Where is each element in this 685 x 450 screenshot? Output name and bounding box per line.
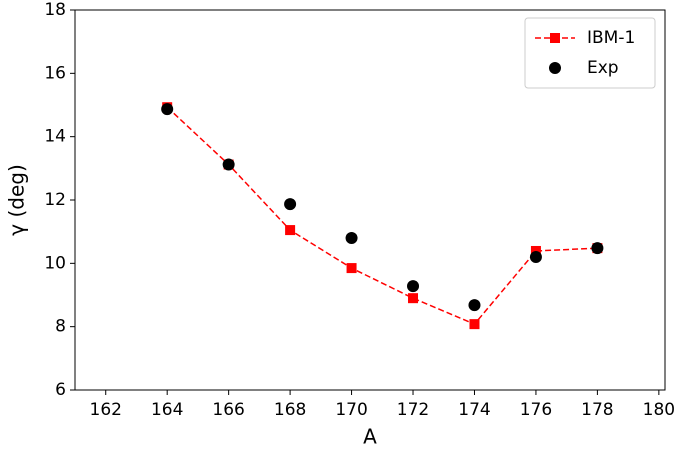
- y-tick-label: 16: [44, 63, 66, 83]
- data-point: [161, 103, 174, 116]
- plot-frame: [74, 9, 666, 391]
- data-point: [345, 232, 358, 244]
- x-tick-label: 180: [643, 400, 675, 420]
- data-point: [222, 158, 235, 171]
- x-tick-label: 170: [335, 400, 367, 420]
- legend-marker: [549, 62, 561, 74]
- data-point: [591, 242, 604, 255]
- legend-marker: [550, 33, 560, 43]
- x-tick-label: 168: [274, 400, 306, 420]
- data-point: [284, 198, 297, 211]
- legend-label: IBM-1: [587, 28, 635, 48]
- data-point: [285, 225, 296, 236]
- y-tick-label: 12: [44, 190, 66, 210]
- data-point: [530, 245, 541, 256]
- data-point: [469, 319, 480, 330]
- series-line: [166, 106, 598, 326]
- y-tick-label: 14: [44, 127, 66, 147]
- data-point: [468, 299, 481, 312]
- x-tick-label: 166: [212, 400, 244, 420]
- x-tick-label: 178: [581, 400, 613, 420]
- data-point: [529, 251, 542, 263]
- x-tick-label: 164: [151, 400, 183, 420]
- y-axis-label: γ (deg): [5, 164, 29, 236]
- x-tick-label: 174: [458, 400, 490, 420]
- x-axis-label: A: [363, 425, 377, 449]
- x-tick-label: 176: [520, 400, 552, 420]
- y-tick-label: 18: [44, 0, 66, 20]
- y-tick-label: 6: [55, 380, 66, 400]
- data-point: [346, 263, 357, 274]
- data-point: [407, 280, 420, 293]
- legend-label: Exp: [587, 58, 619, 78]
- data-point: [408, 293, 419, 304]
- y-tick-label: 10: [44, 253, 66, 273]
- x-tick-label: 172: [397, 400, 429, 420]
- x-tick-label: 162: [90, 400, 122, 420]
- y-tick-label: 8: [55, 317, 66, 337]
